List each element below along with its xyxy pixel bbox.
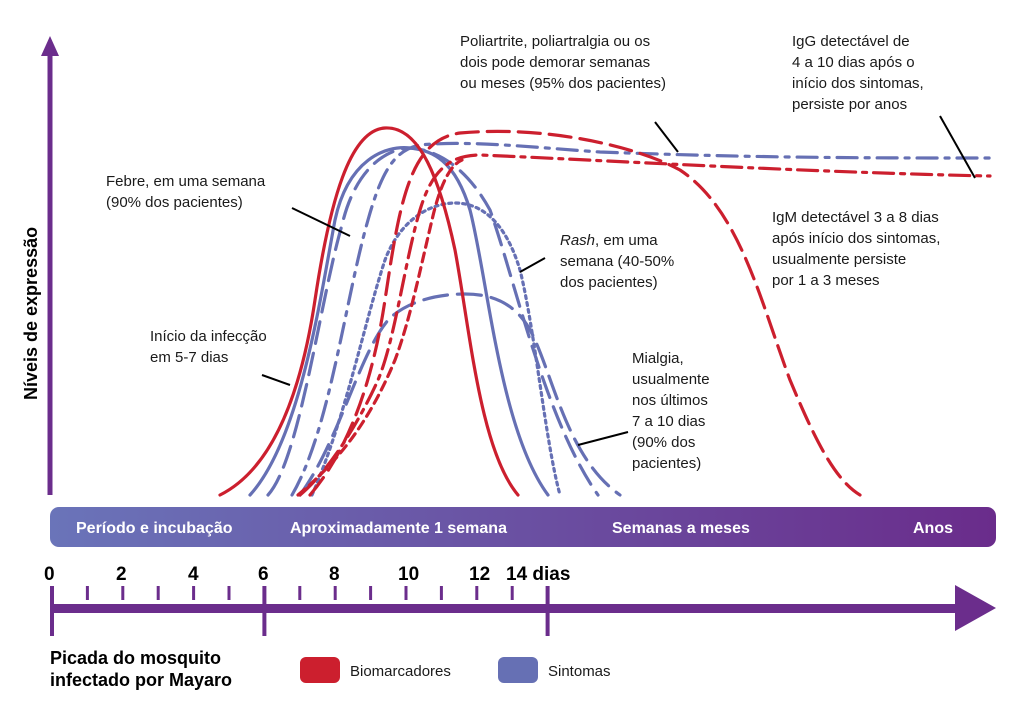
polyarthritis-annotation: Poliartrite, poliartralgia ou os dois po… (460, 33, 666, 92)
tick-label: 4 (188, 564, 199, 585)
legend-label-biomarkers: Biomarcadores (350, 663, 451, 680)
tick-label: 6 (258, 564, 269, 585)
tick-label: 2 (116, 564, 127, 585)
y-axis-arrow-icon (41, 36, 59, 56)
igm-curve (308, 129, 862, 497)
phase-weeks-months: Semanas a meses (612, 520, 750, 537)
timeline-arrow-icon (955, 585, 996, 631)
igg-curve (298, 153, 992, 497)
y-axis-label: Níveis de expressão (21, 227, 41, 400)
phase-bar: Período e incubação Aproximadamente 1 se… (50, 507, 996, 547)
tick-label: 10 (398, 564, 419, 585)
polyarthritis-curve (290, 141, 992, 497)
fever-curve (248, 146, 550, 497)
infection-annotation: Início da infecção em 5-7 dias (150, 328, 271, 366)
biomarker-curves (218, 126, 992, 497)
bite-label: Picada do mosquito infectado por Mayaro (50, 648, 232, 690)
legend-swatch-biomarkers (300, 657, 340, 683)
symptom-curves (248, 141, 992, 497)
phase-one-week: Aproximadamente 1 semana (290, 520, 507, 537)
igg-annotation: IgG detectável de 4 a 10 dias após o iní… (792, 33, 928, 113)
tick-label: 12 (469, 564, 490, 585)
legend-label-symptoms: Sintomas (548, 663, 611, 680)
viremia-curve (218, 126, 520, 497)
legend-swatch-symptoms (498, 657, 538, 683)
rash-annotation: Rash, em uma semana (40-50% dos paciente… (560, 232, 678, 291)
rash-curve (310, 201, 562, 497)
myalgia-annotation: Mialgia, usualmente nos últimos 7 a 10 d… (632, 350, 714, 472)
tick-label: 8 (329, 564, 340, 585)
igm-annotation: IgM detectável 3 a 8 dias após início do… (772, 209, 945, 289)
tick-marks (50, 586, 550, 636)
legend: Biomarcadores Sintomas (300, 657, 611, 683)
igm-early-curve (296, 158, 464, 497)
phase-incubation: Período e incubação (76, 520, 233, 537)
tick-label: 0 (44, 564, 55, 585)
timeline-axis (50, 585, 996, 636)
phase-years: Anos (913, 520, 953, 537)
tick-labels: 0 2 4 6 8 10 12 14 dias (44, 564, 570, 585)
infection-curve (298, 292, 622, 497)
fever-annotation: Febre, em uma semana (90% dos pacientes) (106, 173, 269, 211)
leader-lines (261, 115, 976, 446)
y-axis: Níveis de expressão (21, 36, 59, 495)
tick-label: 14 dias (506, 564, 570, 585)
